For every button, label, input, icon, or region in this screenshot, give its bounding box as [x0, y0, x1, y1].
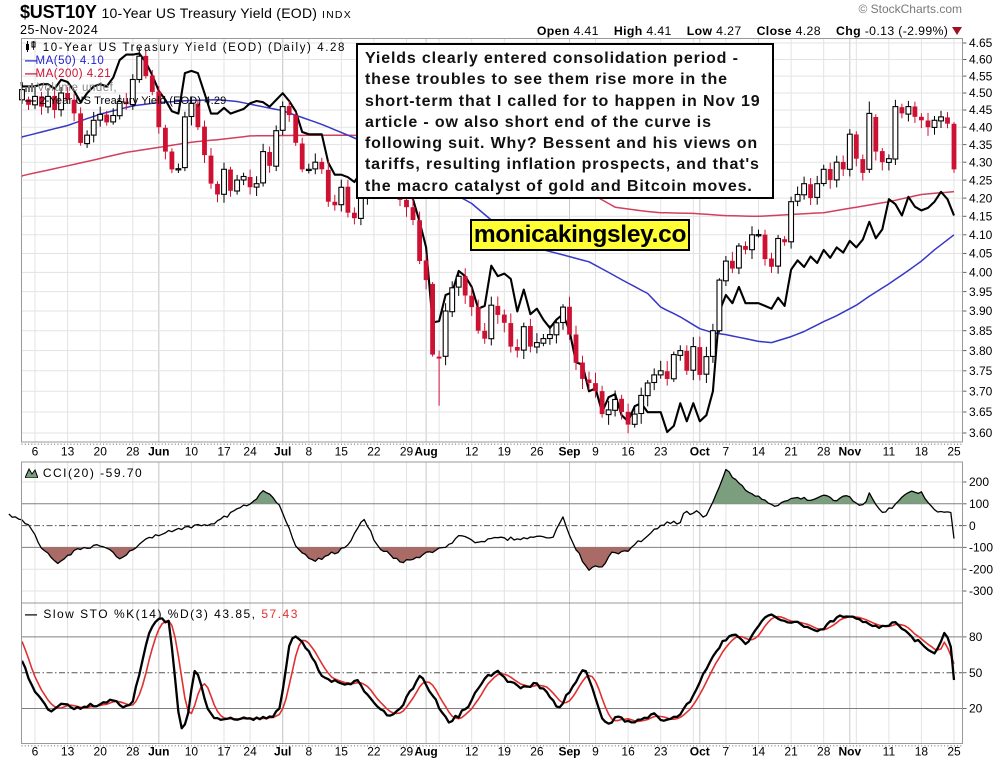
svg-text:4.60: 4.60 — [969, 53, 993, 67]
svg-text:11: 11 — [883, 745, 896, 759]
svg-text:7: 7 — [723, 445, 730, 459]
svg-text:3.90: 3.90 — [969, 304, 993, 318]
svg-text:10: 10 — [185, 745, 199, 759]
svg-text:-200: -200 — [969, 562, 993, 576]
svg-text:15: 15 — [335, 745, 349, 759]
svg-text:22: 22 — [367, 745, 381, 759]
svg-text:12: 12 — [465, 445, 479, 459]
svg-text:200: 200 — [969, 475, 989, 489]
svg-text:6: 6 — [32, 745, 39, 759]
svg-text:24: 24 — [243, 445, 257, 459]
svg-text:Sep: Sep — [558, 445, 580, 459]
svg-text:Oct: Oct — [690, 745, 710, 759]
svg-text:24: 24 — [243, 745, 257, 759]
svg-text:14: 14 — [752, 745, 766, 759]
svg-text:4.15: 4.15 — [969, 210, 993, 224]
svg-text:28: 28 — [817, 745, 831, 759]
svg-text:-300: -300 — [969, 584, 993, 598]
svg-text:3.80: 3.80 — [969, 344, 993, 358]
svg-text:80: 80 — [969, 630, 983, 644]
svg-text:9: 9 — [592, 745, 599, 759]
svg-text:18: 18 — [915, 445, 929, 459]
svg-text:0: 0 — [969, 519, 976, 533]
svg-text:4.50: 4.50 — [969, 86, 993, 100]
svg-text:21: 21 — [784, 745, 798, 759]
svg-text:26: 26 — [530, 745, 544, 759]
svg-text:19: 19 — [498, 745, 512, 759]
svg-text:Sep: Sep — [558, 745, 580, 759]
svg-text:3.85: 3.85 — [969, 324, 993, 338]
svg-text:28: 28 — [126, 745, 140, 759]
svg-text:Jun: Jun — [148, 445, 169, 459]
svg-text:4.45: 4.45 — [969, 103, 993, 117]
svg-text:12: 12 — [465, 745, 479, 759]
svg-text:20: 20 — [969, 702, 983, 716]
svg-text:Aug: Aug — [414, 745, 437, 759]
svg-text:28: 28 — [126, 445, 140, 459]
svg-text:4.65: 4.65 — [969, 36, 993, 50]
svg-text:11: 11 — [883, 445, 896, 459]
svg-text:3.70: 3.70 — [969, 384, 993, 398]
svg-text:21: 21 — [784, 445, 798, 459]
svg-text:10: 10 — [185, 445, 199, 459]
svg-text:3.75: 3.75 — [969, 364, 993, 378]
svg-text:25: 25 — [947, 445, 961, 459]
svg-text:50: 50 — [969, 666, 983, 680]
svg-text:28: 28 — [817, 445, 831, 459]
svg-text:4.25: 4.25 — [969, 173, 993, 187]
svg-text:3.95: 3.95 — [969, 285, 993, 299]
svg-text:7: 7 — [723, 745, 730, 759]
svg-text:Nov: Nov — [838, 445, 861, 459]
svg-text:4.40: 4.40 — [969, 120, 993, 134]
svg-text:18: 18 — [915, 745, 929, 759]
svg-text:4.10: 4.10 — [969, 228, 993, 242]
svg-text:4.30: 4.30 — [969, 155, 993, 169]
svg-text:16: 16 — [621, 445, 635, 459]
svg-text:15: 15 — [335, 445, 349, 459]
svg-text:8: 8 — [305, 745, 312, 759]
svg-text:Nov: Nov — [838, 745, 861, 759]
svg-text:4.20: 4.20 — [969, 191, 993, 205]
svg-text:8: 8 — [305, 445, 312, 459]
svg-text:Aug: Aug — [414, 445, 437, 459]
svg-text:3.65: 3.65 — [969, 405, 993, 419]
svg-text:29: 29 — [400, 745, 414, 759]
svg-text:100: 100 — [969, 497, 989, 511]
svg-text:22: 22 — [367, 445, 381, 459]
svg-text:25: 25 — [947, 745, 961, 759]
svg-text:4.05: 4.05 — [969, 247, 993, 261]
svg-text:9: 9 — [592, 445, 599, 459]
svg-text:19: 19 — [498, 445, 512, 459]
svg-text:16: 16 — [621, 745, 635, 759]
svg-text:20: 20 — [94, 745, 108, 759]
svg-text:23: 23 — [654, 745, 668, 759]
svg-text:13: 13 — [61, 445, 75, 459]
svg-text:Jul: Jul — [274, 445, 291, 459]
svg-text:26: 26 — [530, 445, 544, 459]
svg-text:Jun: Jun — [148, 745, 169, 759]
svg-text:3.60: 3.60 — [969, 426, 993, 440]
svg-text:13: 13 — [61, 745, 75, 759]
svg-text:17: 17 — [217, 445, 231, 459]
svg-text:23: 23 — [654, 445, 668, 459]
svg-text:14: 14 — [752, 445, 766, 459]
svg-text:Jul: Jul — [274, 745, 291, 759]
svg-text:-100: -100 — [969, 541, 993, 555]
svg-text:4.55: 4.55 — [969, 69, 993, 83]
svg-text:4.35: 4.35 — [969, 138, 993, 152]
svg-text:29: 29 — [400, 445, 414, 459]
svg-text:17: 17 — [217, 745, 231, 759]
svg-text:20: 20 — [94, 445, 108, 459]
svg-text:Oct: Oct — [690, 445, 710, 459]
svg-text:4.00: 4.00 — [969, 266, 993, 280]
svg-text:6: 6 — [32, 445, 39, 459]
